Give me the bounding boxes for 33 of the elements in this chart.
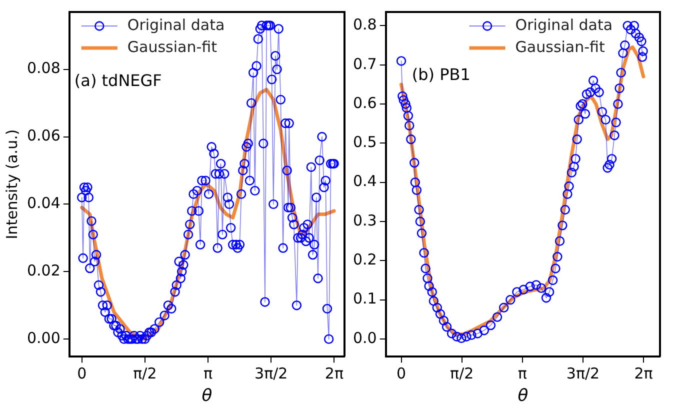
x-tick-label: π xyxy=(518,364,527,382)
y-tick-label: 0.08 xyxy=(26,59,60,78)
y-tick-label: 0.04 xyxy=(26,194,60,212)
x-tick-label: 2π xyxy=(324,364,344,382)
annotation: (a) tdNEGF xyxy=(74,71,162,90)
y-tick-label: 0.6 xyxy=(352,94,377,112)
legend-label: Original data xyxy=(515,16,613,34)
y-tick-label: 0.2 xyxy=(352,250,377,269)
x-tick-label: π/2 xyxy=(450,364,474,382)
y-tick-label: 0.06 xyxy=(26,126,60,145)
x-tick-label: 0 xyxy=(396,364,406,382)
legend-label: Original data xyxy=(127,16,225,34)
x-tick-label: 3π/2 xyxy=(254,364,288,382)
y-tick-label: 0.7 xyxy=(352,54,377,73)
x-tick-label: 0 xyxy=(77,364,87,382)
legend-label: Gaussian-fit xyxy=(515,38,605,56)
y-tick-label: 0.00 xyxy=(26,328,60,347)
y-tick-label: 0.4 xyxy=(352,172,377,190)
x-axis-title: θ xyxy=(202,386,213,406)
y-tick-label: 0.0 xyxy=(352,328,377,347)
y-axis-title: Intensity (a.u.) xyxy=(2,129,21,240)
x-tick-label: 2π xyxy=(634,364,653,382)
y-tick-label: 0.5 xyxy=(352,133,377,152)
annotation: (b) PB1 xyxy=(412,65,470,84)
legend-label: Gaussian-fit xyxy=(127,38,218,56)
y-tick-label: 0.1 xyxy=(352,290,377,308)
y-tick-label: 0.8 xyxy=(352,16,377,34)
x-tick-label: π/2 xyxy=(133,364,157,382)
y-tick-label: 0.3 xyxy=(352,211,377,230)
y-tick-label: 0.02 xyxy=(26,262,60,280)
x-tick-label: 3π/2 xyxy=(566,364,600,382)
x-axis-title: θ xyxy=(518,386,529,406)
x-tick-label: π xyxy=(204,364,213,382)
